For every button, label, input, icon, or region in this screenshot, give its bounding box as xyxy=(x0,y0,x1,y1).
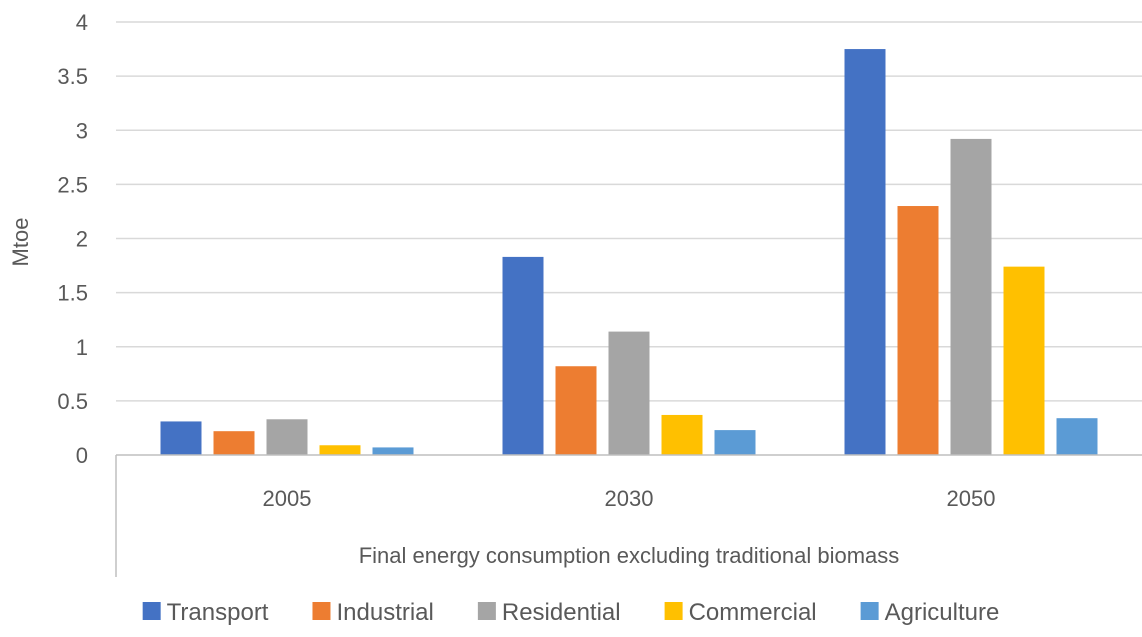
legend-item-industrial: Industrial xyxy=(312,599,434,626)
gridlines xyxy=(116,21,1142,402)
legend-item-transport: Transport xyxy=(142,599,269,626)
bar-agriculture-2050 xyxy=(1056,418,1098,455)
legend-label: Residential xyxy=(502,599,621,626)
y-axis-title: Mtoe xyxy=(8,218,33,267)
bar-transport-2030 xyxy=(502,256,544,455)
bar-commercial-2005 xyxy=(319,445,361,455)
x-tick-label: 2005 xyxy=(263,486,312,511)
bar-residential-2005 xyxy=(266,419,308,455)
bar-transport-2050 xyxy=(844,49,886,455)
legend-label: Commercial xyxy=(689,599,817,626)
y-tick-label: 3 xyxy=(76,118,88,143)
bar-transport-2005 xyxy=(160,421,202,455)
x-tick-label: 2030 xyxy=(605,486,654,511)
legend-swatch xyxy=(477,602,496,620)
y-tick-label: 0.5 xyxy=(57,389,88,414)
legend-item-residential: Residential xyxy=(477,599,621,626)
x-axis-group-label: Final energy consumption excluding tradi… xyxy=(359,543,900,568)
legend-item-agriculture: Agriculture xyxy=(860,599,1000,626)
legend-label: Industrial xyxy=(336,599,433,626)
bar-agriculture-2030 xyxy=(714,430,756,455)
legend-label: Transport xyxy=(167,599,269,626)
y-tick-label: 3.5 xyxy=(57,64,88,89)
y-axis-ticks: 0 0.5 1 1.5 2 2.5 3 3.5 4 xyxy=(57,10,88,468)
bar-agriculture-2005 xyxy=(372,447,414,455)
bar-commercial-2030 xyxy=(661,414,703,455)
y-tick-label: 2.5 xyxy=(57,172,88,197)
x-tick-label: 2050 xyxy=(947,486,996,511)
legend-swatch xyxy=(312,602,331,620)
bar-residential-2050 xyxy=(950,138,992,455)
x-axis-ticks: 2005 2030 2050 xyxy=(263,486,996,511)
bar-industrial-2030 xyxy=(555,366,597,455)
legend-swatch xyxy=(664,602,683,620)
bar-residential-2030 xyxy=(608,331,650,455)
bar-industrial-2005 xyxy=(213,431,255,455)
bars xyxy=(160,49,1098,455)
bar-industrial-2050 xyxy=(897,206,939,455)
y-tick-label: 2 xyxy=(76,227,88,252)
legend-swatch xyxy=(142,602,161,620)
y-tick-label: 0 xyxy=(76,443,88,468)
y-tick-label: 4 xyxy=(76,10,88,35)
legend-label: Agriculture xyxy=(885,599,1000,626)
legend-swatch xyxy=(860,602,879,620)
axes xyxy=(115,454,1142,577)
y-tick-label: 1 xyxy=(76,335,88,360)
bar-commercial-2050 xyxy=(1003,266,1045,455)
y-tick-label: 1.5 xyxy=(57,281,88,306)
legend-item-commercial: Commercial xyxy=(664,599,817,626)
legend: Transport Industrial Residential Commercial… xyxy=(142,599,1000,626)
